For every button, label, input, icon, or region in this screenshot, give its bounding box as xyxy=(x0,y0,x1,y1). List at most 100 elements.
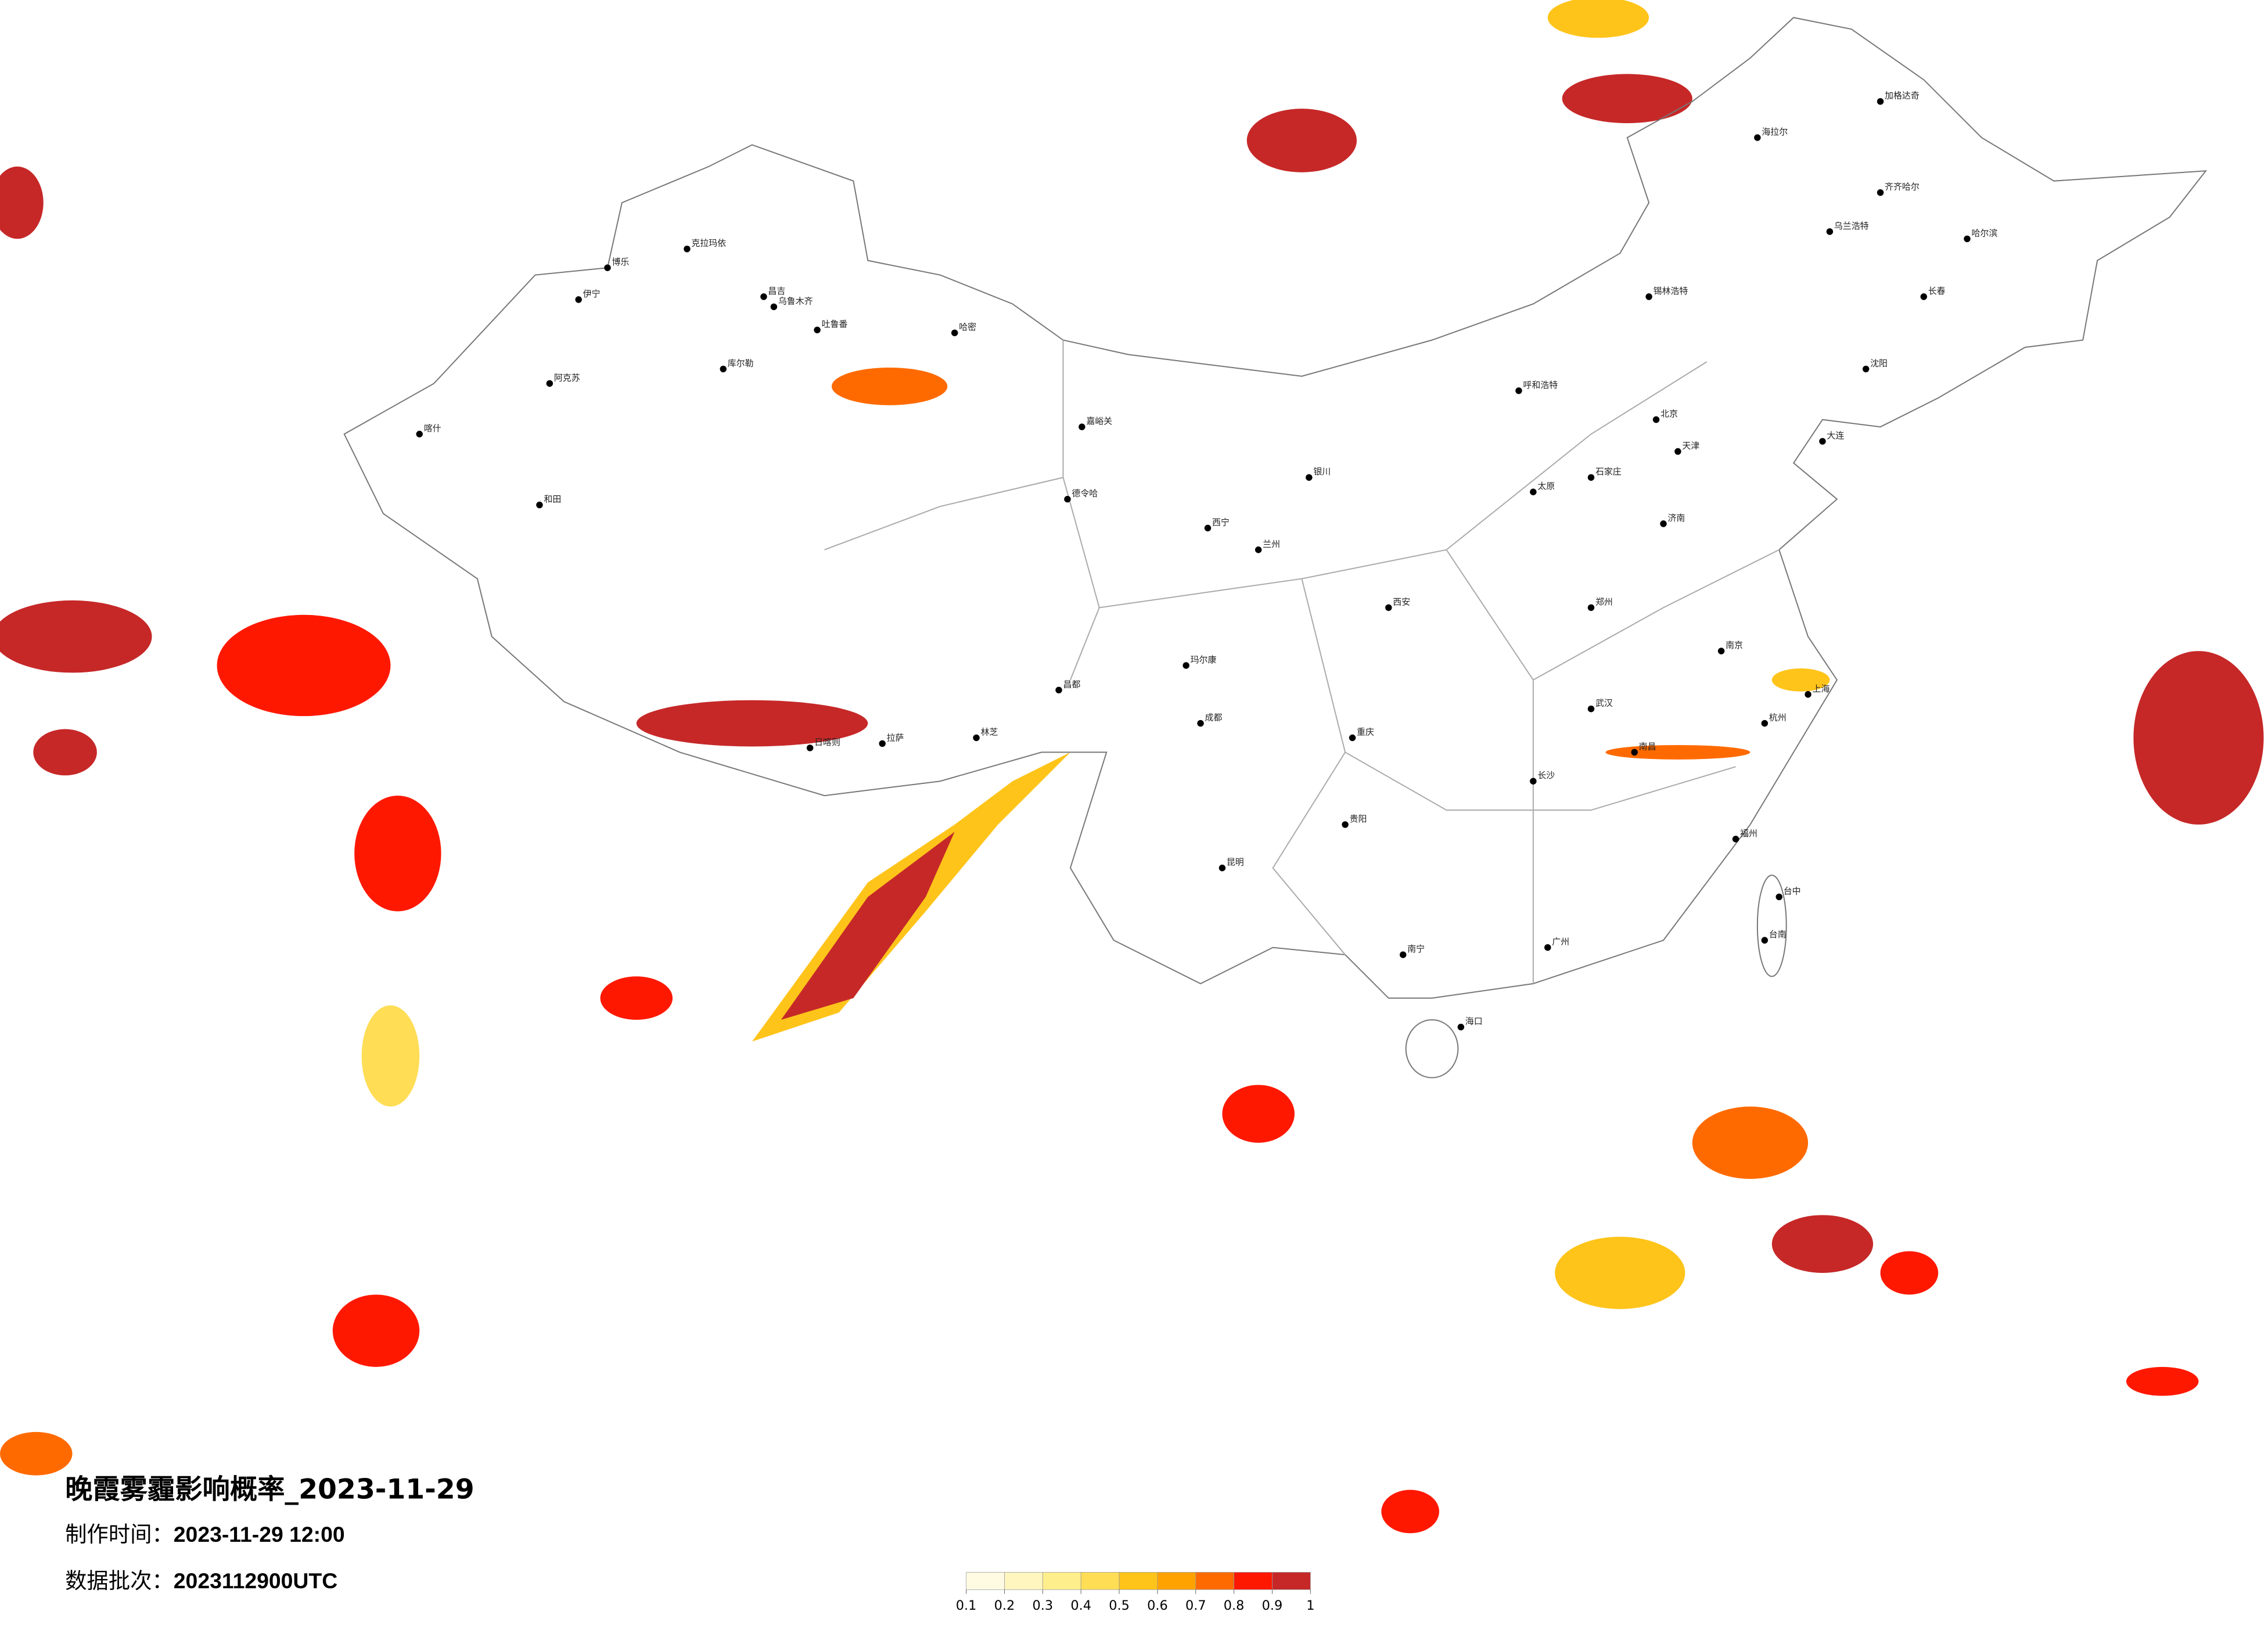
city-dot xyxy=(1761,720,1769,727)
city-label: 西安 xyxy=(1393,596,1410,607)
city-label: 加格达奇 xyxy=(1885,91,1920,101)
city-dot xyxy=(1660,520,1667,527)
city-dot xyxy=(720,365,727,373)
city-label: 呼和浩特 xyxy=(1523,380,1558,390)
haze-area xyxy=(1562,74,1692,124)
haze-layer xyxy=(0,0,2264,1534)
city-dot xyxy=(879,740,886,747)
city-label: 南昌 xyxy=(1639,741,1656,751)
city-dot xyxy=(806,744,814,751)
city-dot xyxy=(1079,423,1086,430)
city-label: 兰州 xyxy=(1263,539,1280,549)
city-dot xyxy=(1219,864,1226,872)
city-label: 喀什 xyxy=(424,423,441,434)
city-dot xyxy=(1349,734,1356,742)
city-dot xyxy=(1631,749,1638,756)
city-dot xyxy=(1674,448,1681,455)
haze-area xyxy=(0,600,152,673)
city-dot xyxy=(575,296,582,303)
city-label: 库尔勒 xyxy=(728,358,754,368)
city-label: 昌都 xyxy=(1063,679,1080,689)
city-dot xyxy=(1587,705,1595,713)
data-batch: 数据批次：2023112900UTC xyxy=(65,1568,337,1593)
city-dot xyxy=(1652,416,1660,423)
haze-area xyxy=(1692,1106,1809,1179)
city-dot xyxy=(1587,474,1595,481)
city-label: 玛尔康 xyxy=(1191,654,1217,665)
haze-area xyxy=(1605,744,1751,760)
city-dot xyxy=(684,246,691,253)
value: 2023-11-29 12:00 xyxy=(174,1522,345,1546)
city-label: 阿克苏 xyxy=(554,372,580,383)
city-dot xyxy=(1399,951,1407,958)
city-label: 哈尔滨 xyxy=(1971,228,1997,238)
city-dot xyxy=(1530,488,1537,495)
colorbar-tick-label: 0.8 xyxy=(1224,1598,1245,1613)
city-label: 天津 xyxy=(1682,440,1699,451)
city-dot xyxy=(1775,893,1782,901)
city-dot xyxy=(1457,1023,1465,1031)
city-label: 昆明 xyxy=(1227,857,1244,868)
city-label: 乌兰浩特 xyxy=(1834,221,1869,231)
city-dot xyxy=(1197,720,1204,727)
haze-area xyxy=(1555,1236,1685,1310)
colorbar-tick-label: 0.9 xyxy=(1262,1598,1283,1613)
city-dot xyxy=(1385,604,1392,611)
value: 2023112900UTC xyxy=(174,1569,337,1593)
city-label: 克拉玛依 xyxy=(691,238,726,249)
colorbar-swatch xyxy=(1119,1572,1158,1590)
city-label: 齐齐哈尔 xyxy=(1885,182,1920,192)
city-label: 吐鲁番 xyxy=(822,319,848,329)
city-label: 广州 xyxy=(1552,937,1569,947)
city-dot xyxy=(1964,235,1971,243)
haze-area xyxy=(1246,109,1357,172)
city-dot xyxy=(760,293,767,300)
city-dot xyxy=(1645,293,1652,300)
colorbar-tick-label: 0.2 xyxy=(994,1598,1015,1613)
island-outline xyxy=(1756,875,1787,977)
colorbar-swatch xyxy=(1004,1572,1043,1590)
haze-area xyxy=(217,614,391,717)
city-dot xyxy=(1530,778,1537,785)
city-label: 贵阳 xyxy=(1350,814,1367,824)
city-dot xyxy=(1877,189,1884,196)
city-label: 嘉峪关 xyxy=(1086,416,1112,426)
city-dot xyxy=(1732,836,1739,843)
boundaries xyxy=(343,17,2208,1078)
city-dot xyxy=(1064,495,1071,503)
colorbar-swatch xyxy=(1042,1572,1081,1590)
city-dot xyxy=(1877,98,1884,105)
city-label: 博乐 xyxy=(612,257,629,267)
colorbar-tick-label: 0.4 xyxy=(1070,1598,1091,1613)
city-label: 长沙 xyxy=(1537,770,1555,780)
city-dot xyxy=(1920,293,1928,300)
colorbar: 0.1 0.2 0.3 0.4 0.5 0.6 0.7 0.8 0.9 1 xyxy=(956,1572,1314,1613)
city-dot xyxy=(973,734,980,742)
haze-area xyxy=(636,700,868,747)
colorbar-tick-label: 0.7 xyxy=(1185,1598,1206,1613)
city-dot xyxy=(1717,647,1725,654)
city-label: 台中 xyxy=(1784,886,1801,896)
colorbar-swatch xyxy=(966,1572,1005,1590)
city-label: 西宁 xyxy=(1212,517,1230,527)
city-dot xyxy=(1182,662,1189,669)
city-dot xyxy=(416,430,423,438)
city-label: 石家庄 xyxy=(1595,466,1622,477)
colorbar-tick-label: 0.3 xyxy=(1033,1598,1054,1613)
haze-area xyxy=(33,729,97,776)
label: 数据批次： xyxy=(65,1568,174,1593)
city-dot xyxy=(1826,228,1834,235)
colorbar-tick-label: 1 xyxy=(1306,1598,1314,1613)
city-dot xyxy=(1515,387,1522,394)
city-dot xyxy=(1544,944,1551,951)
city-label: 上海 xyxy=(1813,684,1830,694)
city-dot xyxy=(604,264,611,271)
city-label: 重庆 xyxy=(1357,727,1374,738)
city-dot xyxy=(1055,686,1062,694)
city-dot xyxy=(770,303,778,311)
colorbar-swatch xyxy=(1234,1572,1273,1590)
city-label: 南京 xyxy=(1726,640,1743,650)
